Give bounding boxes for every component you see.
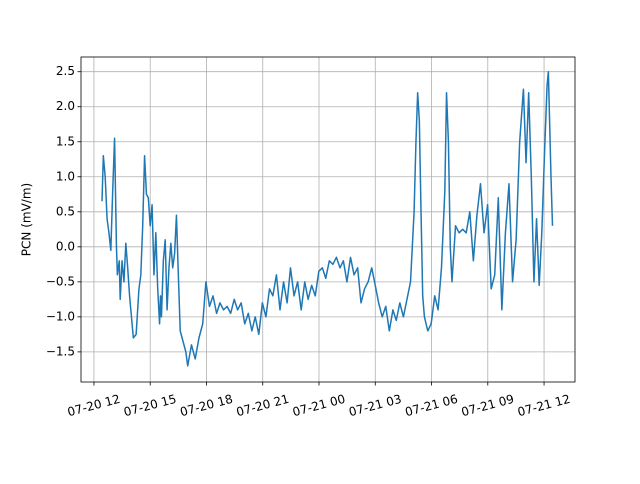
y-tick-label: −0.5 [46,274,75,288]
plot-frame [80,56,576,383]
y-tick-label: 2.5 [56,64,75,78]
y-tick-label: 1.0 [56,169,75,183]
data-line [101,70,554,367]
y-tick-label: 2.0 [56,99,75,113]
y-tick-label: 0.5 [56,204,75,218]
y-tick-label: 1.5 [56,134,75,148]
y-axis-label: PCN (mV/m) [20,183,34,256]
y-tick-label: 0.0 [56,239,75,253]
y-tick-label: −1.5 [46,344,75,358]
y-tick-label: −1.0 [46,309,75,323]
